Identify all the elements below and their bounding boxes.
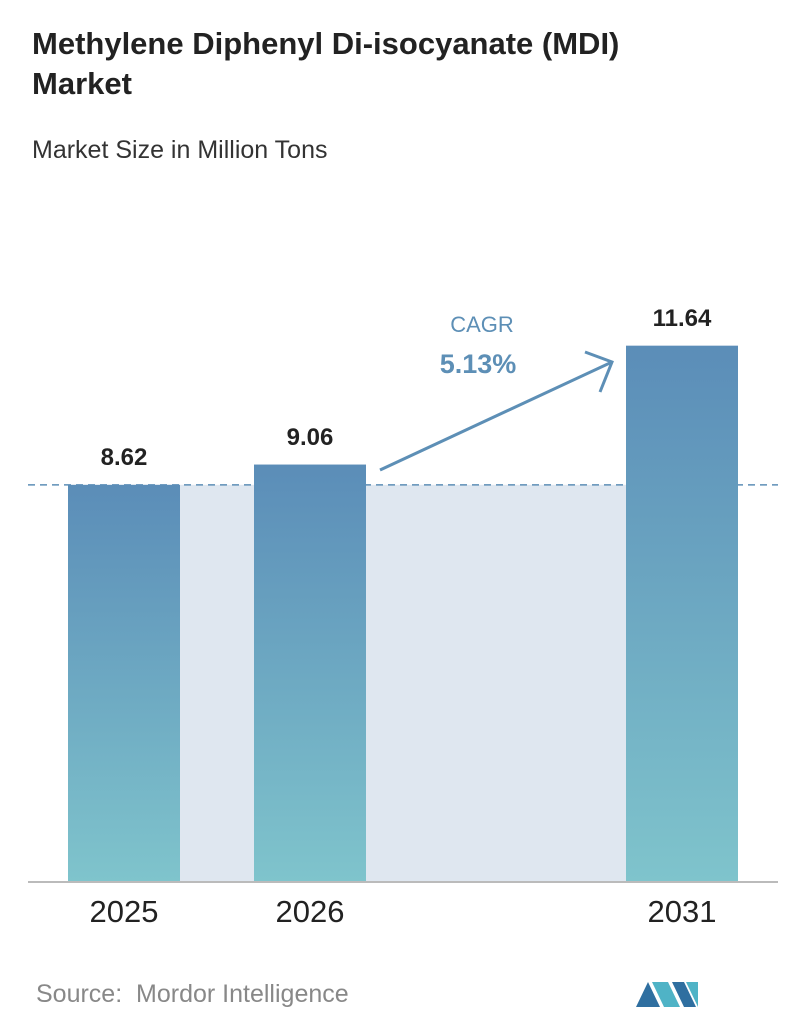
bar [626, 345, 738, 882]
x-tick-label: 2026 [276, 894, 345, 929]
value-label: 9.06 [287, 424, 334, 451]
chart-subtitle: Market Size in Million Tons [32, 136, 328, 164]
value-label: 11.64 [653, 305, 712, 332]
plot-area [28, 345, 778, 882]
value-label: 8.62 [101, 444, 148, 471]
reference-band [124, 484, 682, 882]
x-tick-label: 2025 [90, 894, 159, 929]
source-note: Source: Mordor Intelligence [36, 980, 349, 1008]
cagr-arrow [379, 350, 614, 472]
bar [254, 464, 366, 882]
bar [68, 484, 180, 882]
cagr-value: 5.13% [440, 349, 517, 379]
chart-title: Methylene Diphenyl Di-isocyanate (MDI) M… [32, 26, 620, 101]
x-tick-label: 2031 [648, 894, 717, 929]
logo [636, 982, 698, 1007]
cagr-label: CAGR [450, 312, 514, 337]
